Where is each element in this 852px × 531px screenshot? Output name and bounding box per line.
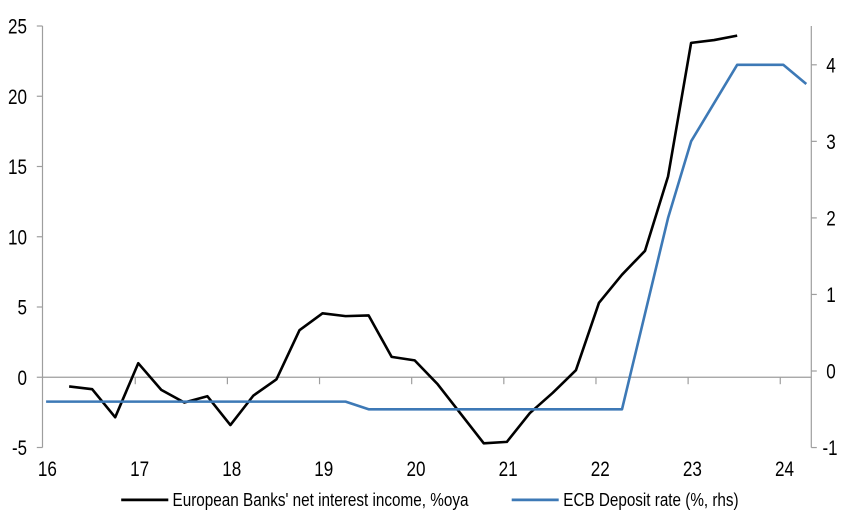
- svg-text:1: 1: [826, 283, 836, 307]
- svg-text:23: 23: [683, 457, 702, 481]
- svg-text:17: 17: [130, 457, 149, 481]
- svg-text:18: 18: [222, 457, 241, 481]
- svg-text:20: 20: [407, 457, 426, 481]
- svg-text:2: 2: [826, 207, 836, 231]
- svg-text:22: 22: [591, 457, 610, 481]
- svg-text:15: 15: [8, 155, 27, 179]
- svg-text:ECB Deposit rate (%, rhs): ECB Deposit rate (%, rhs): [563, 489, 738, 510]
- svg-text:European Banks' net interest i: European Banks' net interest income, %oy…: [173, 489, 470, 510]
- svg-text:25: 25: [8, 15, 27, 39]
- svg-text:-1: -1: [823, 436, 838, 460]
- svg-text:0: 0: [18, 366, 28, 390]
- svg-text:3: 3: [826, 130, 836, 154]
- svg-text:10: 10: [8, 225, 27, 249]
- svg-text:-5: -5: [12, 436, 27, 460]
- svg-text:4: 4: [826, 53, 836, 77]
- svg-text:19: 19: [314, 457, 333, 481]
- svg-text:16: 16: [38, 457, 57, 481]
- svg-text:24: 24: [775, 457, 794, 481]
- svg-text:20: 20: [8, 85, 27, 109]
- svg-text:0: 0: [826, 360, 836, 384]
- svg-text:5: 5: [18, 296, 28, 320]
- svg-text:21: 21: [499, 457, 518, 481]
